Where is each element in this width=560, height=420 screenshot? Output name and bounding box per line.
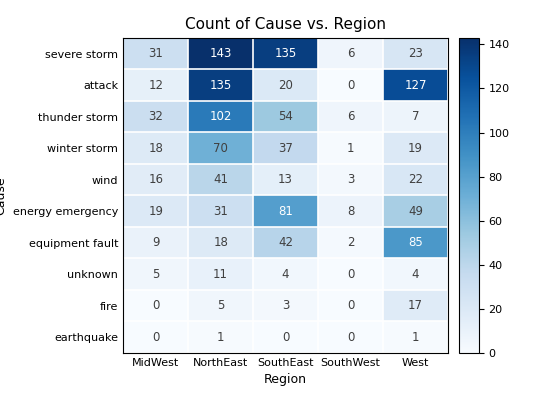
Text: 12: 12: [148, 79, 163, 92]
Text: 1: 1: [217, 331, 225, 344]
Text: 18: 18: [148, 142, 163, 155]
Text: 6: 6: [347, 47, 354, 60]
Text: 49: 49: [408, 205, 423, 218]
Text: 2: 2: [347, 236, 354, 249]
Text: 23: 23: [408, 47, 423, 60]
Text: 5: 5: [217, 299, 225, 312]
Text: 31: 31: [213, 205, 228, 218]
Text: 70: 70: [213, 142, 228, 155]
Text: 42: 42: [278, 236, 293, 249]
Text: 54: 54: [278, 110, 293, 123]
Text: 31: 31: [148, 47, 163, 60]
Text: 3: 3: [347, 173, 354, 186]
Title: Count of Cause vs. Region: Count of Cause vs. Region: [185, 18, 386, 32]
Text: 0: 0: [152, 299, 160, 312]
Text: 3: 3: [282, 299, 290, 312]
Text: 4: 4: [412, 268, 419, 281]
Text: 127: 127: [404, 79, 427, 92]
Text: 0: 0: [347, 79, 354, 92]
Text: 37: 37: [278, 142, 293, 155]
X-axis label: Region: Region: [264, 373, 307, 386]
Text: 13: 13: [278, 173, 293, 186]
Text: 135: 135: [209, 79, 232, 92]
Text: 9: 9: [152, 236, 160, 249]
Text: 19: 19: [408, 142, 423, 155]
Text: 0: 0: [347, 268, 354, 281]
Text: 11: 11: [213, 268, 228, 281]
Text: 102: 102: [209, 110, 232, 123]
Text: 1: 1: [347, 142, 354, 155]
Text: 18: 18: [213, 236, 228, 249]
Text: 7: 7: [412, 110, 419, 123]
Text: 20: 20: [278, 79, 293, 92]
Text: 32: 32: [148, 110, 163, 123]
Text: 5: 5: [152, 268, 160, 281]
Text: 4: 4: [282, 268, 290, 281]
Text: 0: 0: [347, 331, 354, 344]
Text: 6: 6: [347, 110, 354, 123]
Text: 1: 1: [412, 331, 419, 344]
Text: 81: 81: [278, 205, 293, 218]
Text: 85: 85: [408, 236, 423, 249]
Y-axis label: Cause: Cause: [0, 176, 7, 215]
Text: 8: 8: [347, 205, 354, 218]
Text: 41: 41: [213, 173, 228, 186]
Text: 135: 135: [274, 47, 297, 60]
Text: 0: 0: [152, 331, 160, 344]
Text: 22: 22: [408, 173, 423, 186]
Text: 0: 0: [282, 331, 290, 344]
Text: 17: 17: [408, 299, 423, 312]
Text: 0: 0: [347, 299, 354, 312]
Text: 19: 19: [148, 205, 163, 218]
Text: 143: 143: [209, 47, 232, 60]
Text: 16: 16: [148, 173, 163, 186]
